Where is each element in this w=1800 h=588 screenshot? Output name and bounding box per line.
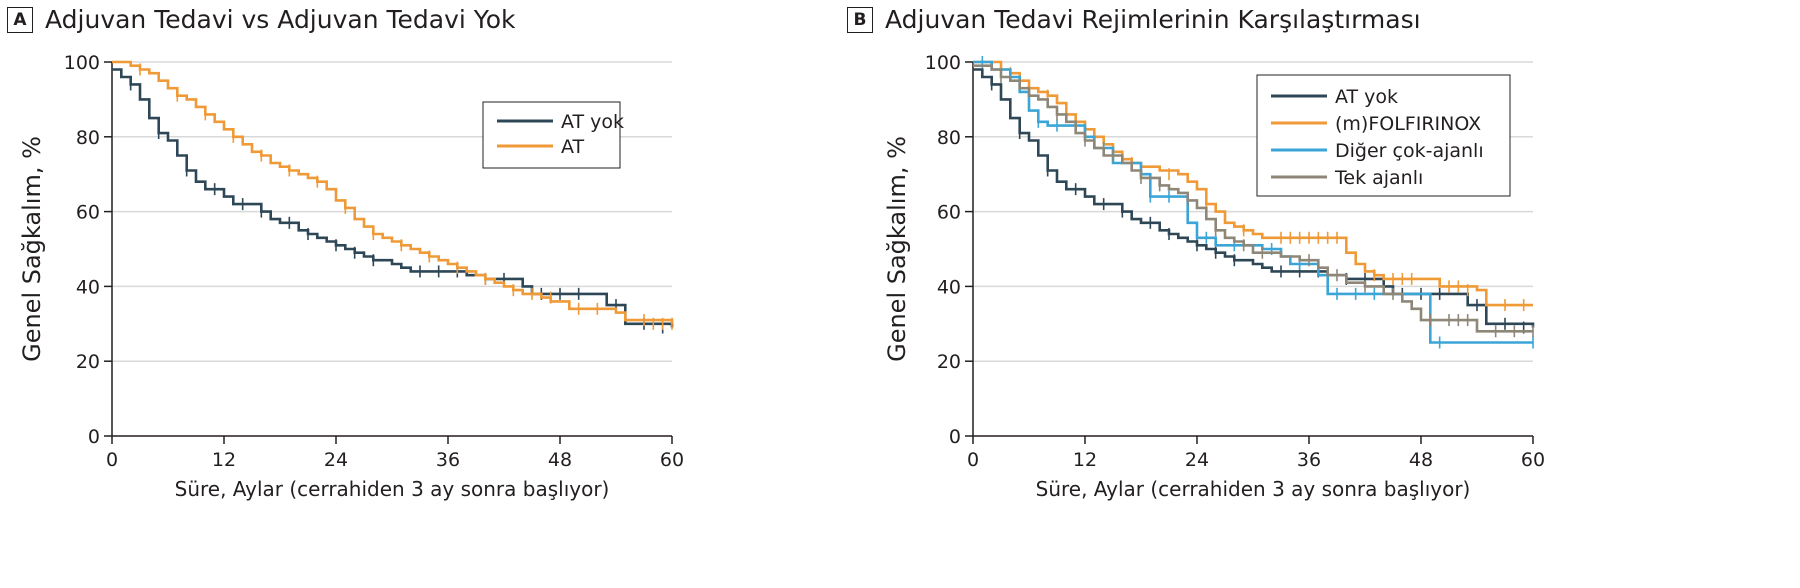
x-tick-label: 24	[324, 449, 348, 471]
legend-label: (m)FOLFIRINOX	[1335, 113, 1481, 135]
x-axis-title: Süre, Aylar (cerrahiden 3 ay sonra başlı…	[175, 477, 610, 501]
y-tick-label: 80	[76, 127, 100, 149]
legend-label: Tek ajanlı	[1334, 167, 1423, 189]
panel-b-title: Adjuvan Tedavi Rejimlerinin Karşılaştırm…	[885, 5, 1421, 34]
series-line-2	[973, 60, 1533, 344]
legend-label: AT yok	[561, 111, 624, 133]
y-tick-label: 60	[76, 202, 100, 224]
y-tick-label: 0	[88, 426, 100, 448]
x-tick-label: 60	[660, 449, 684, 471]
chart-a-plot: 0 20 40 60 80 100 0 12 24 36 48 60 Süre, Aylar (cerr…	[18, 52, 684, 501]
series-line-1	[973, 60, 1533, 307]
series-line-3	[973, 64, 1533, 333]
legend: AT yok AT	[482, 101, 624, 169]
panel-b-label: B	[847, 7, 873, 33]
series-line-1	[112, 60, 674, 324]
x-tick-label: 60	[1521, 449, 1545, 471]
legend-box	[482, 101, 621, 169]
chart-b-plot: 0 20 40 60 80 100 0 12 24 36 48 60 Süre, Aylar (cerr…	[883, 52, 1545, 501]
panel-b: B Adjuvan Tedavi Rejimlerinin Karşılaştı…	[847, 0, 1800, 588]
y-axis-title: Genel Sağkalım, %	[18, 136, 46, 362]
legend-label: AT	[561, 136, 585, 158]
legend-label: AT yok	[1335, 86, 1398, 108]
y-tick-label: 20	[76, 351, 100, 373]
y-tick-label: 0	[949, 426, 961, 448]
y-tick-label: 40	[76, 276, 100, 298]
y-tick-label: 100	[925, 52, 961, 74]
x-tick-label: 48	[548, 449, 572, 471]
y-tick-label: 80	[937, 127, 961, 149]
x-tick-label: 0	[106, 449, 118, 471]
x-tick-label: 0	[967, 449, 979, 471]
legend-label: Diğer çok-ajanlı	[1335, 140, 1484, 162]
panel-a: A Adjuvan Tedavi vs Adjuvan Tedavi Yok 0…	[0, 0, 860, 588]
y-tick-label: 60	[937, 202, 961, 224]
x-axis-title: Süre, Aylar (cerrahiden 3 ay sonra başlı…	[1036, 477, 1471, 501]
y-axis-title: Genel Sağkalım, %	[883, 136, 911, 362]
x-tick-label: 36	[436, 449, 460, 471]
y-tick-label: 20	[937, 351, 961, 373]
legend: AT yok (m)FOLFIRINOX Diğer çok-ajanlı Tek a…	[1256, 74, 1511, 197]
x-tick-label: 48	[1409, 449, 1433, 471]
panel-a-label: A	[7, 7, 33, 33]
y-tick-label: 100	[64, 52, 100, 74]
x-tick-label: 24	[1185, 449, 1209, 471]
x-tick-label: 12	[1073, 449, 1097, 471]
panel-a-title: Adjuvan Tedavi vs Adjuvan Tedavi Yok	[45, 5, 516, 34]
x-tick-label: 12	[212, 449, 236, 471]
x-tick-label: 36	[1297, 449, 1321, 471]
y-tick-label: 40	[937, 276, 961, 298]
